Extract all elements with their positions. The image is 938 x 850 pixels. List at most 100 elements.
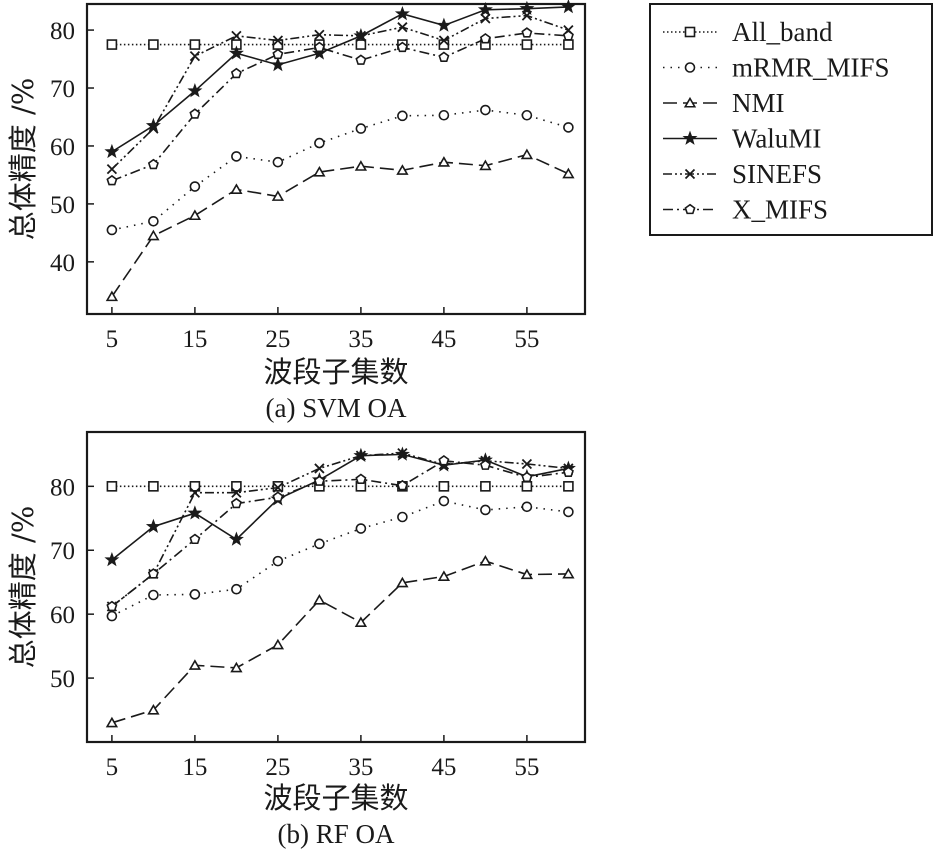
data-point — [355, 473, 367, 484]
data-point — [147, 568, 159, 579]
data-point — [394, 5, 410, 21]
data-point — [272, 482, 284, 493]
data-point — [521, 501, 533, 513]
data-point — [147, 158, 159, 170]
legend-marker — [684, 62, 696, 73]
data-point — [437, 156, 451, 167]
data-point — [189, 481, 201, 492]
chart-svm-oa: 5 15 25 35 45 55 40 50 60 70 80 总体精度 /% 波段子集数 (a) SVM… — [6, 0, 587, 423]
data-point — [104, 551, 120, 567]
data-point — [521, 481, 533, 492]
series-line — [111, 452, 569, 608]
data-point — [436, 17, 452, 32]
data-point — [313, 593, 326, 605]
data-point — [314, 463, 325, 474]
legend-marker — [683, 96, 697, 108]
data-point — [272, 48, 284, 60]
y-tick-label: 40 — [50, 250, 75, 277]
legend-marker — [684, 203, 696, 215]
series-walumi — [104, 0, 576, 159]
data-point — [189, 108, 201, 119]
data-point — [397, 110, 408, 122]
data-point — [106, 610, 118, 622]
data-point — [480, 13, 491, 24]
data-point — [314, 538, 325, 550]
data-point — [438, 51, 450, 62]
data-point — [562, 167, 575, 179]
data-point — [480, 481, 491, 492]
legend: All_band mRMR_MIFS NMI WaluMI SINEFS X_MIFS — [649, 3, 933, 236]
x-tick-label: 55 — [514, 754, 539, 781]
data-point — [479, 159, 492, 171]
x-tick-label: 35 — [348, 754, 373, 781]
data-point — [230, 67, 242, 79]
data-point — [189, 39, 201, 50]
legend-marker — [684, 26, 696, 38]
data-point — [355, 54, 367, 65]
data-point — [106, 224, 118, 236]
data-point — [562, 30, 574, 41]
chart-rf-oa: 5 15 25 35 45 55 50 60 70 80 总体精度 /% 波段子集数 (b) RF OA — [6, 430, 587, 849]
legend-entry: X_MIFS — [663, 195, 828, 225]
data-point — [188, 659, 202, 670]
data-point — [271, 638, 285, 650]
x-tick-label: 45 — [431, 754, 456, 781]
data-point — [563, 506, 574, 518]
legend-label: X_MIFS — [732, 195, 828, 225]
data-point — [272, 491, 284, 502]
data-point — [230, 497, 242, 509]
data-point — [228, 45, 244, 60]
data-point — [562, 567, 575, 579]
data-point — [521, 109, 533, 121]
plot-frame — [85, 430, 587, 744]
data-point — [148, 215, 159, 227]
data-point — [480, 104, 491, 116]
data-point — [480, 504, 491, 516]
x-tick-label: 25 — [265, 326, 290, 353]
data-point — [187, 83, 203, 98]
y-tick-label: 80 — [50, 18, 75, 45]
data-point — [437, 570, 451, 582]
data-point — [314, 137, 325, 149]
series-line — [111, 459, 569, 608]
data-point — [189, 533, 201, 545]
data-point — [231, 487, 242, 498]
series-sinefs — [106, 447, 574, 612]
data-point — [562, 466, 574, 477]
data-point — [311, 45, 327, 60]
series-x-mifs — [106, 454, 574, 612]
series-line — [111, 14, 569, 170]
data-point — [438, 495, 450, 507]
data-point — [148, 589, 159, 601]
data-point — [479, 32, 491, 44]
data-point — [397, 447, 408, 459]
data-point — [187, 505, 203, 520]
plot-frame — [85, 2, 587, 316]
x-tick-label: 25 — [265, 754, 290, 781]
series-walumi — [104, 446, 576, 567]
data-point — [189, 181, 201, 192]
legend-entry: SINEFS — [663, 159, 822, 189]
data-point — [104, 143, 120, 159]
data-point — [189, 589, 201, 600]
data-point — [354, 616, 368, 628]
series-line — [111, 6, 569, 153]
series-nmi — [105, 555, 575, 728]
y-tick-label: 80 — [50, 474, 75, 501]
legend-marker — [684, 168, 696, 180]
legend-entry: NMI — [663, 88, 785, 118]
y-tick-label: 50 — [50, 192, 75, 219]
data-point — [313, 475, 325, 486]
data-point — [521, 39, 533, 50]
data-point — [148, 123, 159, 134]
data-point — [231, 481, 242, 492]
data-point — [147, 229, 160, 241]
data-point — [106, 164, 118, 175]
legend-label: mRMR_MIFS — [732, 53, 890, 83]
series-nmi — [105, 148, 575, 302]
data-point — [355, 39, 367, 50]
data-point — [313, 165, 326, 177]
data-point — [105, 716, 119, 728]
data-point — [313, 41, 325, 53]
data-point — [520, 568, 534, 580]
